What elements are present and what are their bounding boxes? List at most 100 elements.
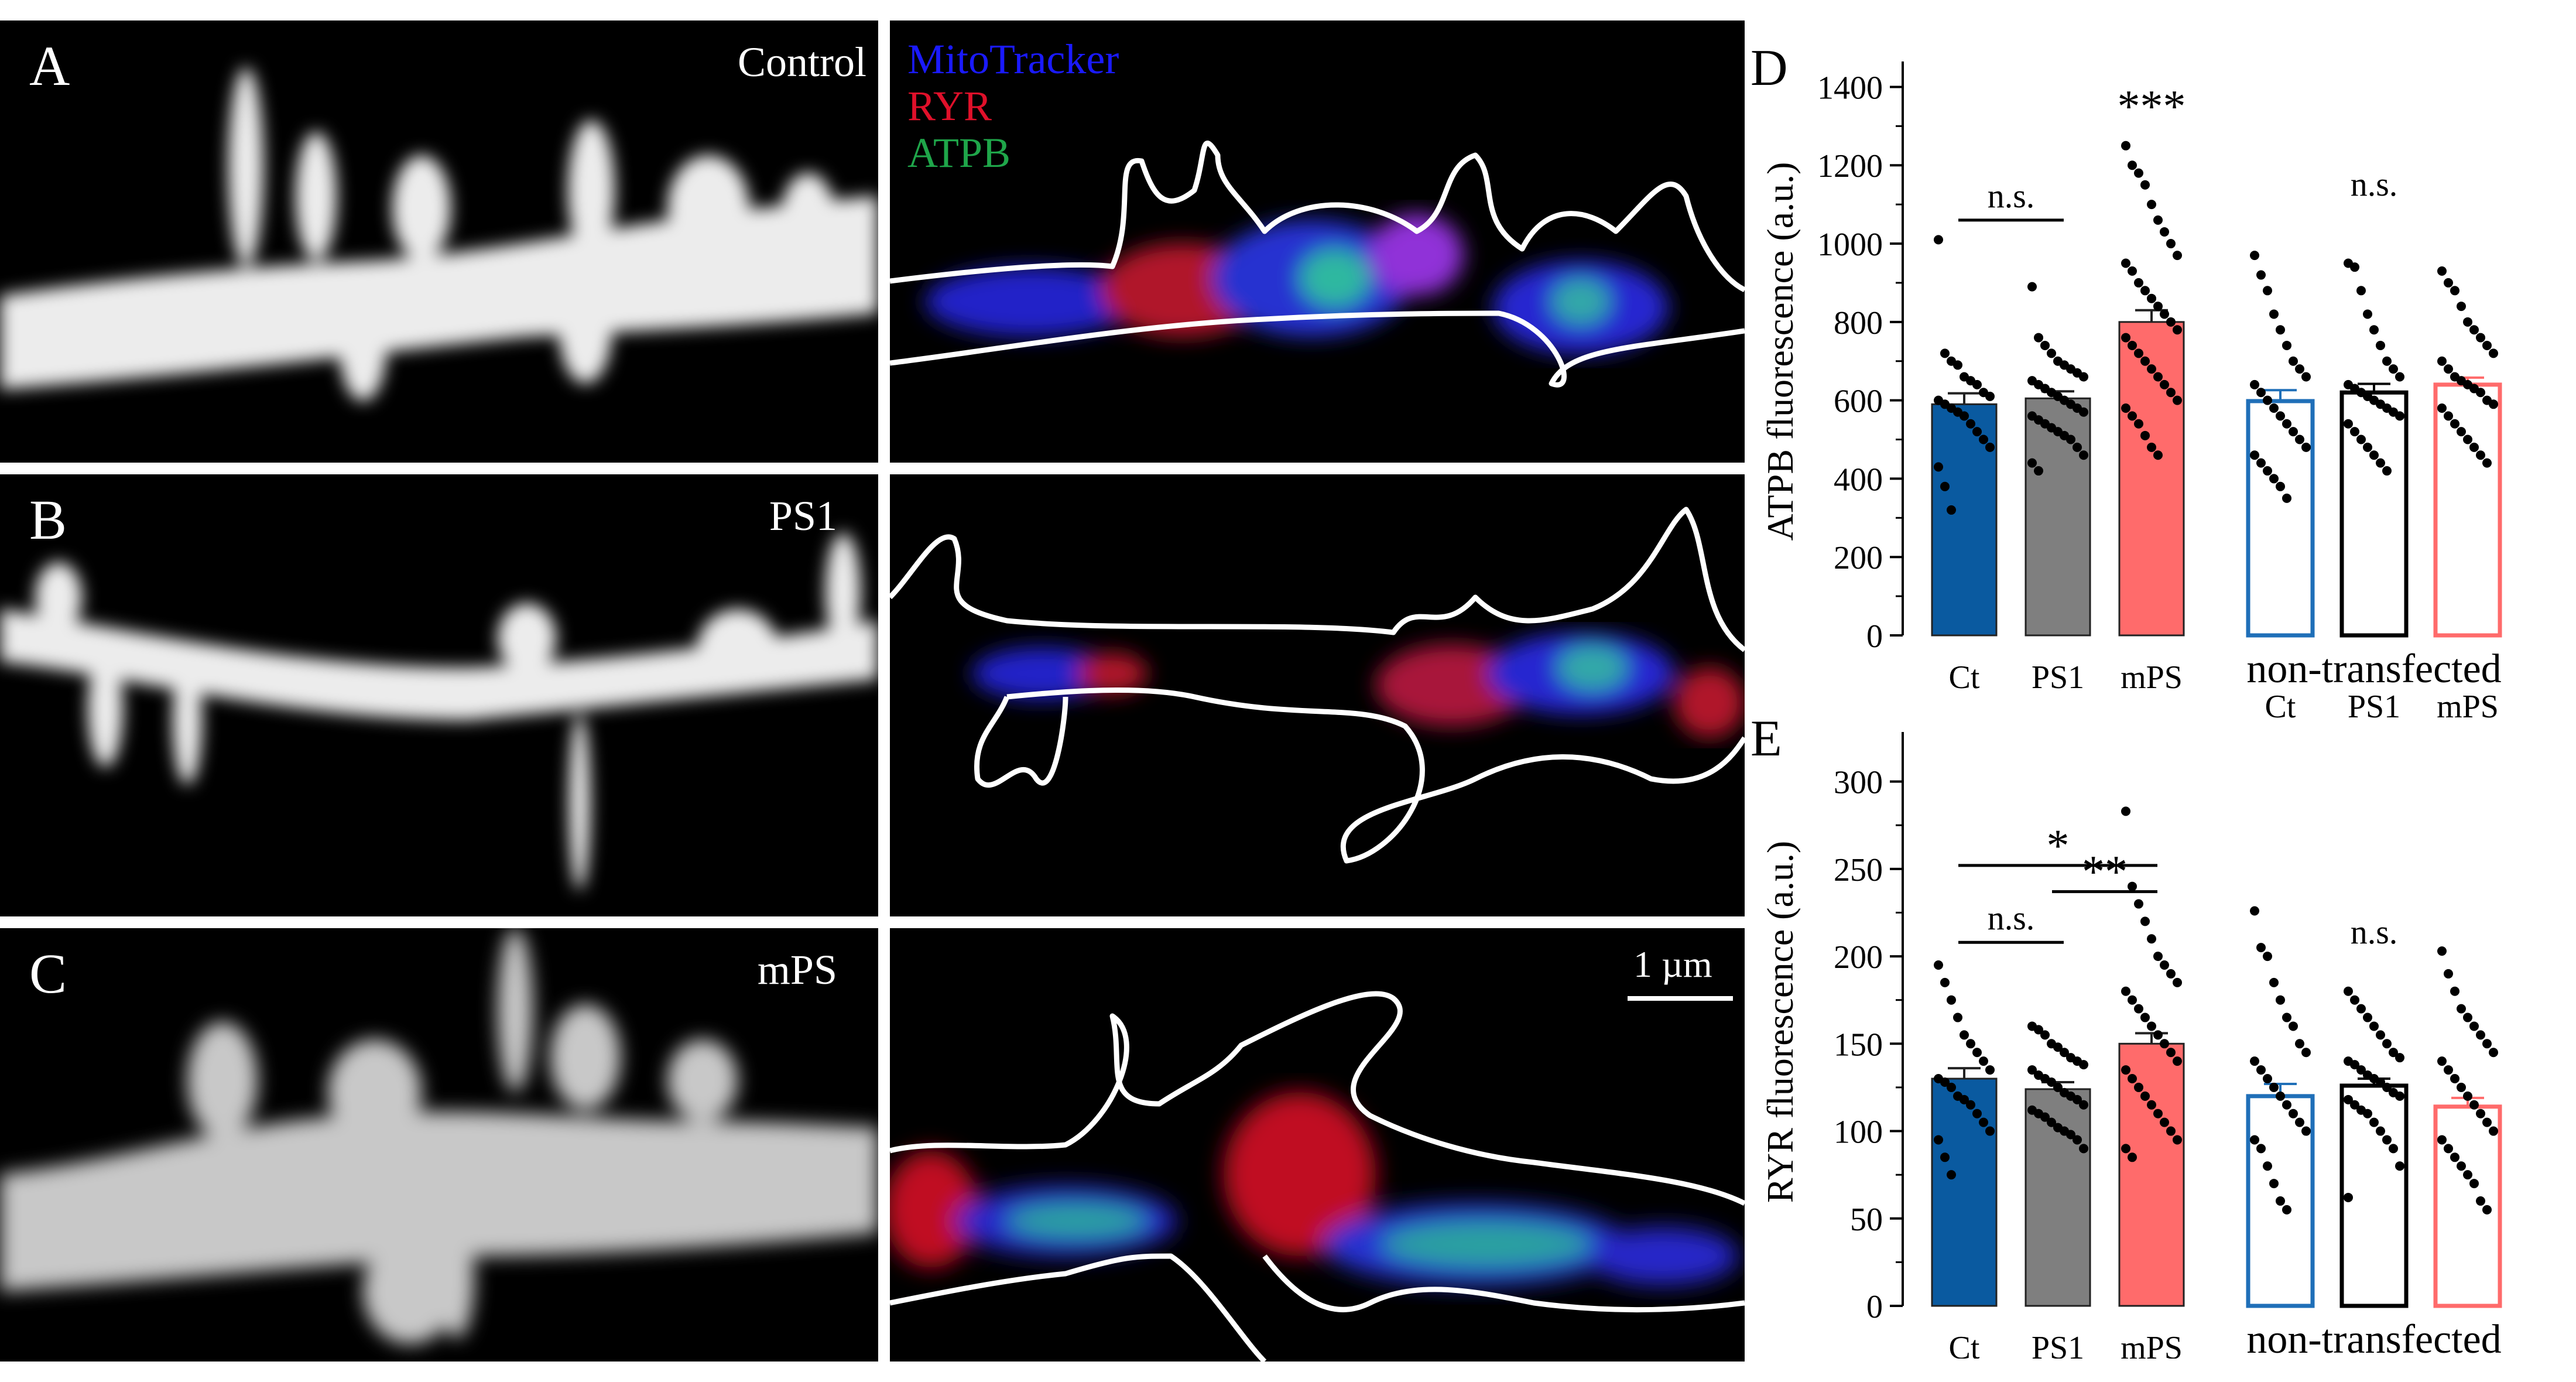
- chart-e-data-point: [2289, 1109, 2298, 1118]
- chart-d-data-point: [2437, 266, 2447, 276]
- chart-d-data-point: [2382, 466, 2392, 476]
- chart-d-data-point: [2250, 450, 2259, 460]
- chart-e-data-point: [2121, 986, 2130, 996]
- chart-d-category-label: PS1: [2348, 689, 2400, 725]
- chart-e-data-point: [2073, 1094, 2082, 1104]
- chart-e-data-point: [2469, 1179, 2479, 1189]
- chart-d-data-point: [2282, 493, 2291, 503]
- chart-e-data-point: [2350, 1100, 2359, 1110]
- chart-d-data-point: [1940, 348, 1950, 358]
- chart-e-data-point: [1947, 1082, 1956, 1092]
- chart-d-data-point: [2476, 333, 2485, 343]
- chart-e-data-point: [2153, 952, 2163, 962]
- chart-d-data-point: [2276, 325, 2285, 335]
- chart-d-y-tick-label: 0: [1866, 618, 1883, 655]
- chart-d-data-point: [2437, 356, 2447, 366]
- chart-e-data-point: [2079, 1144, 2088, 1154]
- chart-e-data-point: [2134, 1082, 2143, 1092]
- chart-d-y-tick-label: 200: [1834, 540, 1883, 576]
- chart-d-data-point: [2134, 168, 2143, 178]
- chart-e-data-point: [2463, 1170, 2472, 1180]
- chart-e-data-point: [2040, 1112, 2050, 1122]
- chart-e-data-point: [1972, 1048, 1982, 1058]
- chart-e-data-point: [2256, 1144, 2266, 1154]
- chart-d-bar: [2025, 397, 2091, 637]
- chart-d-data-point: [2369, 325, 2379, 335]
- chart-d-data-point: [2263, 466, 2272, 476]
- chart-d-data-point: [1985, 442, 1995, 452]
- chart-d-data-point: [2463, 317, 2472, 327]
- chart-d-data-point: [2369, 450, 2379, 460]
- chart-d-data-point: [2166, 239, 2176, 249]
- chart-e-significance-label: n.s.: [1988, 899, 2035, 937]
- chart-e-category-label: PS1: [2032, 1330, 2084, 1359]
- legend-mitotracker: MitoTracker: [907, 36, 1119, 83]
- chart-e-significance-label: n.s.: [2351, 913, 2398, 951]
- chart-d-data-point: [1972, 379, 1982, 389]
- chart-e-data-point: [2344, 1094, 2353, 1104]
- chart-e-data-point: [2256, 1065, 2266, 1075]
- chart-d-data-point: [2160, 309, 2169, 319]
- chart-e-data-point: [2482, 1117, 2492, 1127]
- chart-d-data-point: [2173, 325, 2182, 335]
- chart-d-category-label: mPS: [2437, 689, 2499, 725]
- chart-e-data-point: [2053, 1082, 2063, 1092]
- chart-e-data-point: [2047, 1117, 2056, 1127]
- panel-a-fluorescence-image: MitoTracker RYR ATPB: [890, 20, 1745, 463]
- chart-d-significance-label: n.s.: [1988, 177, 2035, 215]
- chart-d-data-point: [2250, 251, 2259, 261]
- panel-b-condition: PS1: [769, 492, 837, 539]
- chart-d-data-point: [2073, 442, 2082, 452]
- chart-e-data-point: [2489, 1126, 2498, 1136]
- chart-e-data-point: [1940, 1077, 1950, 1087]
- chart-e-data-point: [2073, 1135, 2082, 1145]
- panel-b-fluorescence-image: [890, 474, 1745, 916]
- chart-e-bar: [2025, 1088, 2091, 1307]
- chart-d-data-point: [2066, 435, 2075, 444]
- chart-d-data-point: [2153, 372, 2163, 382]
- legend-ryr: RYR: [907, 83, 992, 129]
- chart-d-y-tick-label: 800: [1834, 305, 1883, 341]
- chart-e-data-point: [2140, 1091, 2150, 1101]
- chart-d-data-point: [2395, 411, 2404, 421]
- chart-d-bar: [2118, 321, 2185, 637]
- chart-d-data-point: [2121, 258, 2130, 268]
- chart-e-data-point: [2395, 1053, 2404, 1063]
- chart-e-data-point: [1966, 1039, 1975, 1049]
- chart-d-data-point: [1985, 391, 1995, 401]
- chart-e-data-point: [2450, 1074, 2459, 1083]
- chart-e-data-point: [2079, 1100, 2088, 1110]
- chart-e-category-label: mPS: [2121, 1330, 2183, 1359]
- chart-e-data-point: [2153, 1109, 2163, 1118]
- chart-e-data-point: [2160, 960, 2169, 970]
- chart-e-data-point: [2382, 1082, 2392, 1092]
- chart-e-data-point: [2437, 1135, 2447, 1145]
- chart-e-data-point: [2450, 1152, 2459, 1162]
- chart-d-data-point: [2389, 364, 2398, 374]
- chart-d-data-point: [2437, 403, 2447, 413]
- chart-d-data-point: [1966, 419, 1975, 429]
- chart-e-data-point: [2250, 1056, 2259, 1066]
- chart-d-data-point: [2489, 348, 2498, 358]
- chart-d-data-point: [2269, 403, 2279, 413]
- chart-e-data-point: [2173, 1135, 2182, 1145]
- chart-e-data-point: [2173, 977, 2182, 987]
- chart-e-data-point: [2463, 1012, 2472, 1022]
- chart-d-data-point: [2476, 450, 2485, 460]
- chart-d-data-point: [2140, 430, 2150, 440]
- chart-d-y-tick-label: 600: [1834, 384, 1883, 420]
- chart-e-data-point: [2147, 1100, 2156, 1110]
- chart-e-data-point: [2469, 1021, 2479, 1031]
- chart-e-data-point: [2457, 1161, 2466, 1171]
- chart-e-y-tick-label: 250: [1834, 852, 1883, 888]
- chart-e-data-point: [2295, 1117, 2304, 1127]
- chart-d-data-point: [2356, 286, 2366, 296]
- chart-d-data-point: [1960, 411, 1969, 421]
- chart-d-y-tick-label: 1400: [1817, 70, 1883, 106]
- chart-e-data-point: [2344, 1192, 2353, 1202]
- chart-d-data-point: [2166, 388, 2176, 398]
- chart-e-data-point: [2382, 1135, 2392, 1145]
- panel-c-letter: C: [29, 942, 67, 1005]
